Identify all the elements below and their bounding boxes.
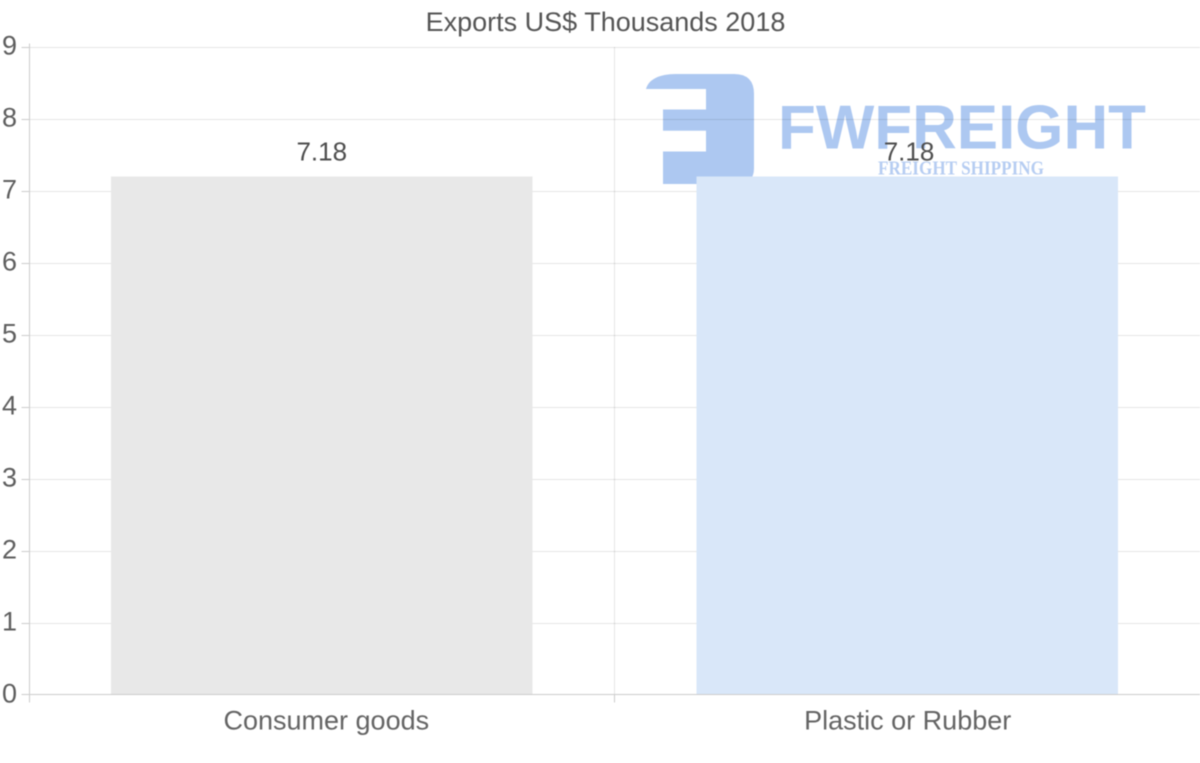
svg-text:0: 0 <box>2 679 17 709</box>
svg-text:5: 5 <box>2 319 17 349</box>
svg-text:FREIGHT SHIPPING: FREIGHT SHIPPING <box>878 158 1044 180</box>
svg-text:Plastic or Rubber: Plastic or Rubber <box>804 705 1011 735</box>
svg-text:4: 4 <box>2 391 17 421</box>
svg-text:7: 7 <box>2 175 17 205</box>
svg-text:Exports US$ Thousands 2018: Exports US$ Thousands 2018 <box>426 7 786 37</box>
svg-text:1: 1 <box>2 607 17 637</box>
svg-text:3: 3 <box>2 463 17 493</box>
svg-text:8: 8 <box>2 103 17 133</box>
svg-text:9: 9 <box>2 31 17 61</box>
svg-text:7.18: 7.18 <box>884 137 935 167</box>
svg-text:6: 6 <box>2 247 17 277</box>
svg-text:FWFREIGHT: FWFREIGHT <box>778 94 1146 163</box>
svg-text:7.18: 7.18 <box>296 137 347 167</box>
svg-text:Consumer goods: Consumer goods <box>223 705 429 735</box>
svg-text:2: 2 <box>2 535 17 565</box>
